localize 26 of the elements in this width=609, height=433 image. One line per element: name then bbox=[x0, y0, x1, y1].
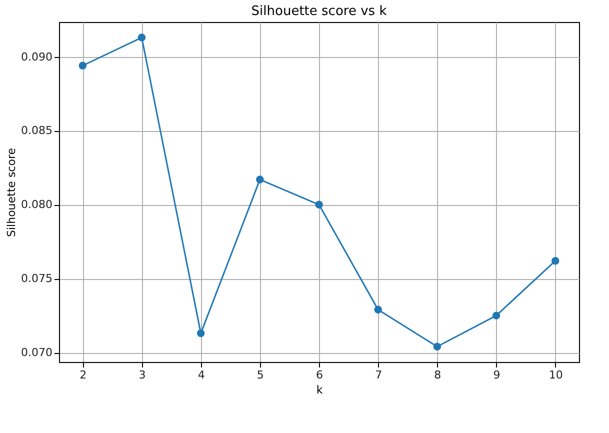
x-axis-title: k bbox=[316, 384, 324, 396]
point bbox=[138, 34, 146, 42]
y-tick-label: 0.075 bbox=[21, 272, 52, 286]
chart-title: Silhouette score vs k bbox=[251, 4, 388, 19]
point bbox=[433, 342, 442, 350]
x-tick-label: 8 bbox=[434, 368, 442, 382]
x-tick-label: 4 bbox=[198, 368, 205, 382]
x-tick-label: 6 bbox=[316, 368, 323, 382]
x-tick-label: 3 bbox=[138, 368, 146, 382]
point bbox=[315, 200, 323, 209]
y-tick-label: 0.080 bbox=[21, 198, 52, 212]
point bbox=[196, 329, 205, 338]
y-tick-label: 0.085 bbox=[21, 124, 52, 138]
y-tick-label: 0.070 bbox=[21, 346, 52, 360]
point bbox=[551, 256, 560, 265]
point bbox=[374, 306, 382, 314]
x-tick-label: 2 bbox=[80, 368, 87, 382]
y-tick-label: 0.090 bbox=[21, 50, 52, 64]
x-tick-label: 10 bbox=[548, 368, 563, 382]
x-tick-label: 7 bbox=[375, 368, 382, 382]
point bbox=[256, 176, 264, 184]
y-axis-title: Silhouette score bbox=[5, 148, 18, 237]
x-tick-label: 5 bbox=[256, 368, 264, 382]
point bbox=[78, 62, 87, 70]
x-tick-label: 9 bbox=[493, 368, 500, 382]
point bbox=[492, 312, 500, 320]
